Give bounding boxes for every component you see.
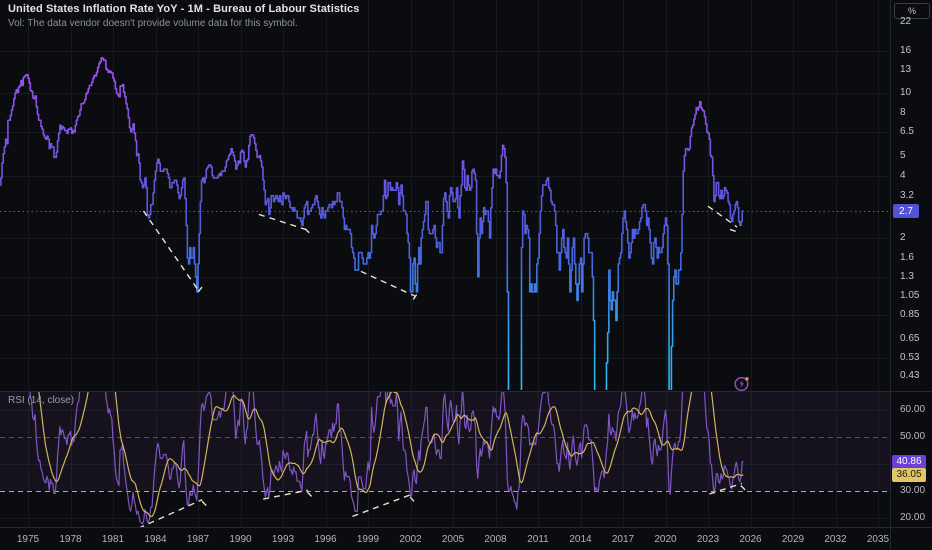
time-tick-label: 1999 — [356, 534, 380, 545]
pane-separator[interactable] — [0, 390, 932, 392]
time-tick-label: 2029 — [781, 534, 805, 545]
time-axis[interactable]: 1975 1978 1981 1984 1987 1990 1993 1996 1999 2002… — [0, 528, 890, 550]
price-tick-label: 1.3 — [900, 270, 914, 282]
price-tick-label: 0.43 — [900, 370, 920, 382]
time-tick-label: 1984 — [144, 534, 167, 545]
time-tick-label: 2035 — [866, 534, 890, 545]
rsi-indicator-legend[interactable]: RSI (14, close) — [8, 395, 75, 406]
symbol-title[interactable]: United States Inflation Rate YoY - 1M - … — [8, 3, 360, 15]
time-tick-label: 1975 — [16, 534, 40, 545]
rsi-tick-label: 60.00 — [900, 404, 926, 415]
price-tick-label: 0.53 — [900, 351, 920, 363]
price-tick-label: 13 — [900, 63, 912, 75]
time-tick-label: 1996 — [314, 534, 337, 545]
time-tick-label: 1990 — [229, 534, 252, 545]
price-tick-label: 2 — [900, 232, 906, 243]
chart-legend: United States Inflation Rate YoY - 1M - … — [8, 3, 359, 29]
time-tick-label: 2026 — [739, 534, 762, 545]
price-tick-label: 4 — [900, 169, 906, 181]
time-tick-label: 2014 — [569, 534, 592, 545]
time-tick-label: 2002 — [399, 534, 422, 545]
volume-note: Vol: The data vendor doesn't provide vol… — [8, 18, 298, 29]
time-tick-label: 2032 — [824, 534, 847, 545]
rsi-ma-value-label: 36.05 — [892, 467, 926, 482]
time-tick-label: 1993 — [271, 534, 295, 545]
price-tick-label: 22 — [900, 16, 912, 28]
price-tick-label: 8 — [900, 107, 906, 119]
price-tick-label: 3.2 — [900, 189, 914, 201]
time-tick-label: 2017 — [611, 534, 635, 545]
price-tick-label: 10 — [900, 87, 912, 99]
current-price-label: 2.7 — [893, 204, 919, 218]
rsi-tick-label: 50.00 — [900, 431, 926, 442]
time-tick-label: 2020 — [654, 534, 677, 545]
time-tick-label: 1981 — [101, 534, 125, 545]
percent-scale-button[interactable]: % — [894, 3, 930, 19]
time-tick-label: 2005 — [441, 534, 465, 545]
time-tick-label: 2011 — [527, 534, 549, 545]
time-tick-label: 2023 — [696, 534, 720, 545]
price-tick-label: 0.85 — [900, 309, 920, 321]
price-tick-label: 5 — [900, 149, 906, 161]
price-tick-label: 0.65 — [900, 333, 920, 345]
time-axis-separator — [0, 527, 932, 528]
price-tick-label: 1.6 — [900, 252, 914, 264]
price-tick-label: 16 — [900, 44, 912, 56]
price-tick-label: 6.5 — [900, 125, 914, 137]
price-tick-label: 1.05 — [900, 290, 920, 301]
rsi-tick-label: 20.00 — [900, 512, 926, 523]
rsi-tick-label: 30.00 — [900, 485, 926, 496]
time-tick-label: 1978 — [59, 534, 82, 545]
time-tick-label: 1987 — [186, 534, 210, 545]
lightning-icon[interactable] — [733, 375, 751, 393]
price-axis[interactable]: % 22 16 13 10 8 6.5 5 4 3.2 2 1.6 1.3 1.05 0.85 0.65 0.… — [890, 0, 932, 550]
rsi-value-label: 40.86 — [892, 454, 926, 469]
time-tick-label: 2008 — [484, 534, 507, 545]
